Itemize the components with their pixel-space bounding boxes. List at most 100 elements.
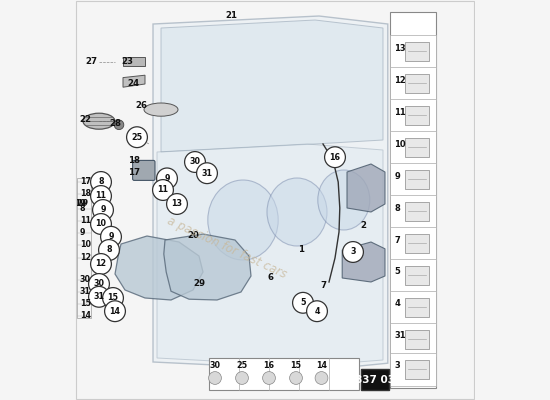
Text: 10: 10 [80, 240, 91, 249]
Circle shape [157, 168, 178, 189]
Text: 9: 9 [164, 174, 170, 183]
Text: 10: 10 [394, 140, 406, 149]
Text: 15: 15 [80, 300, 91, 308]
Text: 27: 27 [86, 58, 98, 66]
Text: 3: 3 [394, 362, 400, 370]
Bar [390, 353, 436, 386]
Text: 10: 10 [96, 220, 107, 228]
Circle shape [196, 163, 217, 184]
Circle shape [101, 226, 122, 247]
Polygon shape [153, 16, 388, 370]
Text: 31: 31 [80, 288, 91, 296]
Text: 11: 11 [157, 186, 168, 194]
Circle shape [235, 372, 249, 384]
Text: 16: 16 [263, 361, 274, 370]
Text: 14: 14 [80, 312, 91, 320]
Text: 30: 30 [80, 276, 91, 284]
Circle shape [306, 301, 327, 322]
Text: 7: 7 [394, 236, 400, 244]
Text: 30: 30 [94, 280, 104, 288]
Circle shape [262, 372, 276, 384]
Bar [390, 195, 436, 228]
Text: 11: 11 [394, 108, 406, 117]
Text: 31: 31 [394, 332, 406, 340]
Text: 19: 19 [74, 200, 86, 208]
Text: 4: 4 [314, 307, 320, 316]
Text: 30: 30 [190, 158, 201, 166]
Circle shape [91, 214, 112, 234]
Text: 13: 13 [172, 200, 183, 208]
Text: 26: 26 [135, 102, 147, 110]
Circle shape [89, 286, 109, 307]
Text: 17: 17 [128, 168, 140, 176]
Text: 9: 9 [100, 206, 106, 214]
Circle shape [293, 292, 314, 313]
Circle shape [114, 120, 124, 130]
Text: 9: 9 [108, 232, 114, 241]
Polygon shape [164, 234, 251, 300]
Ellipse shape [267, 178, 327, 246]
Bar [390, 163, 436, 196]
Circle shape [208, 372, 222, 384]
Bar [390, 259, 436, 292]
Text: 25: 25 [236, 361, 248, 370]
Text: 8: 8 [394, 204, 400, 212]
Circle shape [98, 240, 119, 260]
Text: 1: 1 [298, 246, 304, 254]
Polygon shape [157, 144, 383, 366]
Circle shape [89, 274, 109, 294]
Text: 12: 12 [394, 76, 406, 85]
Polygon shape [161, 20, 383, 152]
Text: 7: 7 [320, 282, 326, 290]
Text: 20: 20 [187, 232, 199, 240]
Bar [405, 298, 428, 317]
Circle shape [324, 147, 345, 168]
Text: 6: 6 [268, 274, 274, 282]
Text: 19: 19 [77, 200, 89, 208]
Text: 8: 8 [80, 204, 85, 213]
Text: 18: 18 [128, 156, 140, 165]
Circle shape [91, 172, 112, 192]
Text: 12: 12 [80, 254, 91, 262]
Text: 30: 30 [210, 361, 221, 370]
Text: 9: 9 [80, 228, 85, 237]
Text: 9: 9 [394, 172, 400, 181]
Text: 11: 11 [80, 216, 91, 225]
Bar [405, 138, 428, 157]
Text: 23: 23 [121, 58, 133, 66]
Text: 18: 18 [80, 190, 91, 198]
Polygon shape [342, 242, 385, 282]
Bar [405, 42, 428, 61]
Ellipse shape [144, 103, 178, 116]
FancyBboxPatch shape [133, 160, 155, 180]
Bar [405, 202, 428, 221]
Bar [390, 291, 436, 324]
Circle shape [104, 301, 125, 322]
Text: 11: 11 [96, 192, 107, 200]
Text: 15: 15 [107, 294, 118, 302]
Bar [361, 369, 389, 390]
Bar [405, 360, 428, 379]
Bar [405, 234, 428, 253]
Bar [209, 358, 359, 390]
Bar [123, 57, 145, 66]
Bar [390, 12, 436, 388]
Text: 8: 8 [98, 178, 104, 186]
Text: 25: 25 [131, 133, 142, 142]
Text: 15: 15 [290, 361, 301, 370]
Text: 14: 14 [316, 361, 327, 370]
Text: 12: 12 [96, 260, 107, 268]
Bar [390, 227, 436, 260]
Text: 16: 16 [329, 153, 340, 162]
Text: 5: 5 [394, 268, 400, 276]
Circle shape [152, 180, 173, 200]
Circle shape [290, 372, 303, 384]
Text: 5: 5 [300, 298, 306, 307]
Text: 24: 24 [127, 80, 139, 88]
Polygon shape [115, 236, 203, 300]
Bar [390, 99, 436, 132]
Circle shape [92, 200, 113, 220]
Bar [405, 74, 428, 93]
Polygon shape [123, 75, 145, 87]
Circle shape [167, 194, 188, 214]
